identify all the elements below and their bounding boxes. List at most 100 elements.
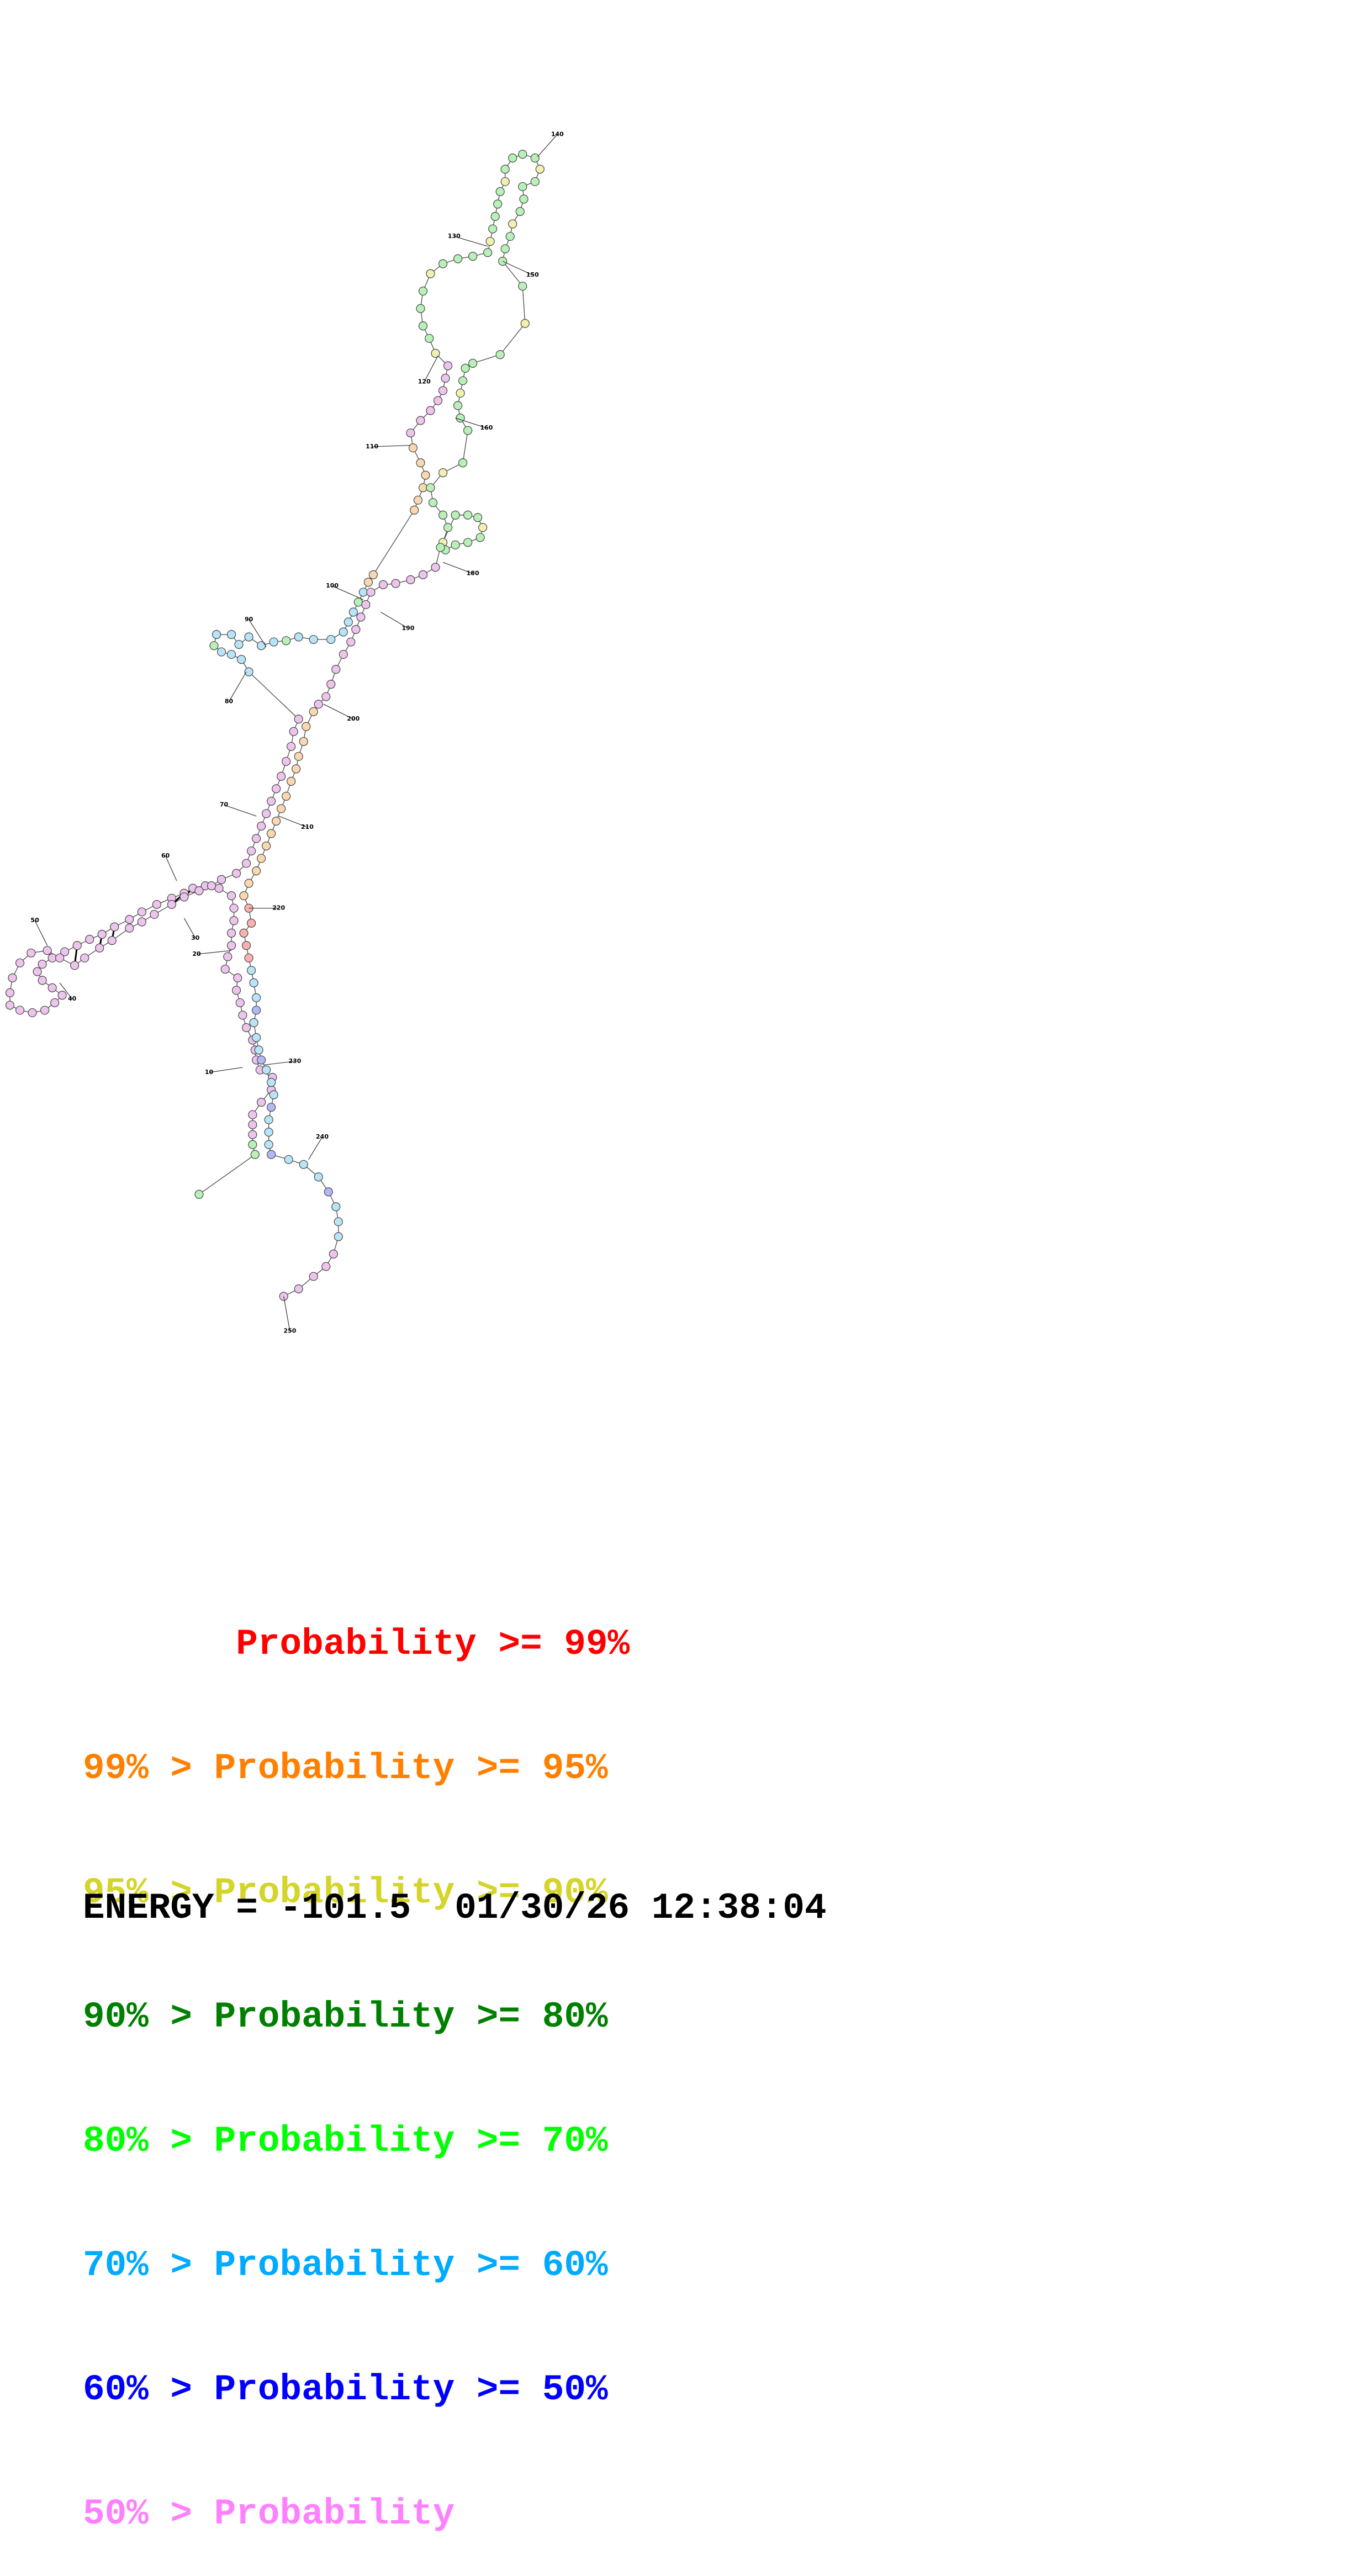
nucleotide — [239, 928, 249, 938]
legend-row-95: 99% > Probability >= 95% — [83, 1748, 608, 1789]
nucleotide — [421, 470, 430, 480]
probability-legend: Probability >= 99% 99% > Probability >= … — [83, 1541, 630, 2576]
nucleotide — [233, 973, 242, 982]
nucleotide — [493, 199, 503, 209]
nucleotide — [519, 194, 528, 204]
nucleotide — [272, 784, 281, 794]
nucleotide — [60, 947, 70, 956]
nucleotide — [267, 1103, 276, 1112]
nucleotide — [463, 538, 473, 547]
nucleotide — [343, 617, 353, 627]
nucleotide — [247, 918, 256, 928]
nucleotide — [289, 727, 298, 736]
nucleotide — [495, 187, 505, 197]
nucleotide — [426, 269, 435, 278]
nucleotide — [267, 1078, 276, 1087]
nucleotide — [339, 627, 348, 637]
nucleotide — [468, 358, 478, 368]
nucleotide — [518, 282, 527, 291]
nucleotide — [241, 1023, 251, 1033]
nucleotide — [239, 891, 249, 901]
nucleotide — [216, 875, 226, 884]
nucleotide — [43, 946, 52, 955]
position-label: 200 — [347, 715, 360, 722]
legend-row-90: 95% > Probability >= 90% — [83, 1872, 608, 1913]
nucleotide — [331, 1202, 341, 1212]
nucleotide — [125, 923, 134, 933]
nucleotide — [5, 1001, 15, 1010]
nucleotide — [500, 244, 510, 253]
nucleotide — [277, 771, 286, 781]
nucleotide — [331, 665, 341, 674]
nucleotide — [433, 396, 443, 405]
position-label: 90 — [245, 616, 253, 623]
nucleotide — [249, 978, 258, 987]
nucleotide — [15, 958, 25, 967]
nucleotide — [358, 588, 368, 597]
nucleotide — [72, 941, 82, 950]
nucleotide — [262, 809, 271, 818]
nucleotide — [453, 254, 463, 263]
nucleotide — [485, 236, 495, 246]
nucleotide — [302, 722, 311, 731]
nucleotide — [95, 943, 104, 953]
nucleotide — [241, 941, 251, 950]
nucleotide — [518, 150, 527, 159]
nucleotide — [47, 983, 57, 992]
nucleotide — [438, 510, 448, 520]
rna-structure-diagram: 10 20 30 40 50 60 70 80 90 100 110 120 130 140 150 160 1… — [5, 130, 564, 1335]
nucleotide — [535, 165, 545, 174]
nucleotide — [299, 1160, 308, 1169]
nucleotide — [264, 1140, 273, 1149]
position-label: 230 — [288, 1057, 301, 1065]
nucleotide — [262, 841, 271, 851]
nucleotide — [27, 948, 36, 958]
nucleotide — [463, 510, 473, 520]
nucleotide — [356, 612, 366, 622]
nucleotide — [443, 523, 453, 532]
nucleotide — [299, 737, 308, 746]
nucleotide — [483, 248, 493, 257]
nucleotide — [252, 993, 261, 1003]
nucleotide — [167, 900, 177, 909]
position-label: 240 — [316, 1133, 329, 1140]
nucleotide — [458, 376, 468, 385]
nucleotide — [257, 641, 266, 650]
legend-row-99: Probability >= 99% — [83, 1623, 630, 1665]
position-label: 100 — [326, 582, 339, 589]
nucleotide — [33, 967, 42, 976]
nucleotide — [220, 964, 230, 974]
nucleotide — [254, 1045, 263, 1055]
nucleotide — [324, 1187, 333, 1197]
nucleotide — [294, 715, 303, 724]
nucleotide — [284, 1155, 293, 1164]
nucleotide — [247, 846, 256, 856]
nucleotide — [309, 707, 318, 716]
nucleotide — [426, 406, 435, 415]
position-label: 150 — [526, 271, 539, 278]
nucleotide — [475, 533, 485, 542]
position-label: 10 — [205, 1069, 214, 1076]
nucleotide — [505, 231, 515, 241]
nucleotide — [473, 513, 483, 522]
nucleotide — [426, 483, 435, 493]
position-label: 220 — [272, 904, 285, 912]
nucleotide — [431, 348, 440, 358]
position-label: 110 — [366, 443, 378, 450]
nucleotide — [518, 182, 527, 192]
nucleotide — [257, 1098, 266, 1107]
nucleotide — [252, 1006, 261, 1015]
nucleotide — [441, 373, 450, 383]
nucleotide — [70, 961, 80, 970]
nucleotide — [15, 1006, 25, 1015]
nucleotide — [425, 334, 434, 343]
nucleotide — [438, 468, 448, 478]
legend-row-60: 70% > Probability >= 60% — [83, 2245, 608, 2286]
nucleotide — [257, 1055, 266, 1065]
nucleotide — [50, 998, 60, 1008]
nucleotide — [478, 523, 488, 532]
nucleotide — [463, 426, 473, 435]
nucleotide — [363, 578, 373, 587]
nucleotide — [264, 1128, 273, 1137]
position-label: 60 — [161, 852, 170, 859]
